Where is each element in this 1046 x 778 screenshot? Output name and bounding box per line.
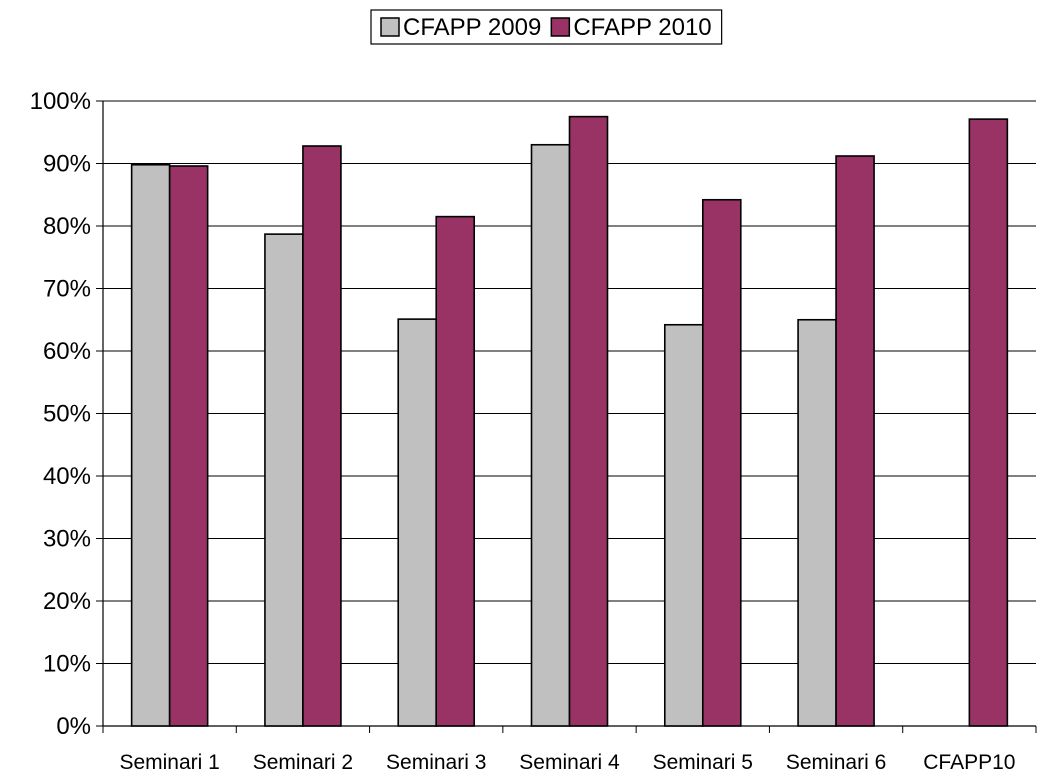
bar-cfapp-2009-seminari-3 (397, 318, 438, 727)
y-tick-label: 70% (43, 276, 91, 303)
y-tick-label: 90% (43, 151, 91, 178)
x-category-label: Seminari 1 (119, 751, 219, 774)
x-category-label: Seminari 4 (519, 751, 620, 774)
x-category-label: Seminari 2 (253, 751, 353, 774)
x-axis-category-labels: Seminari 1 Seminari 2 Seminari 3 Seminari 4… (119, 751, 1015, 774)
bar-cfapp-2009-seminari-4 (530, 143, 571, 727)
y-tick-label: 40% (43, 463, 91, 490)
legend: CFAPP 2009 CFAPP 2010 (370, 9, 723, 45)
bar-cfapp-2010-seminari-1 (168, 165, 209, 727)
y-tick-label: 60% (43, 338, 91, 365)
bars (130, 115, 1009, 727)
y-tick-label: 100% (30, 88, 91, 115)
bar-cfapp-2010-seminari-5 (701, 198, 742, 727)
legend-label: CFAPP 2009 (403, 14, 541, 41)
y-tick-label: 80% (43, 213, 91, 240)
legend-label: CFAPP 2010 (573, 14, 711, 41)
x-category-label: Seminari 5 (653, 751, 753, 774)
bar-cfapp-2010-seminari-4 (568, 115, 609, 727)
x-category-label: Seminari 6 (786, 751, 886, 774)
legend-box (370, 9, 723, 45)
y-tick-label: 30% (43, 526, 91, 553)
bar-cfapp-2010-seminari-2 (302, 145, 342, 727)
bar-cfapp-2010-seminari-3 (435, 215, 476, 727)
bar-cfapp-2009-seminari-5 (663, 323, 704, 727)
y-axis-tick-labels: 0% 10% 20% 30% 40% 50% 60% 70% 80% 90% 100% (30, 88, 91, 740)
bar-cfapp-2009-seminari-6 (797, 318, 837, 727)
x-category-label: CFAPP10 (923, 751, 1015, 774)
legend-swatch (380, 17, 400, 37)
y-tick-label: 0% (56, 713, 91, 740)
bar-cfapp-2009-seminari-2 (264, 233, 304, 727)
bar-cfapp-2009-seminari-1 (130, 163, 171, 727)
y-tick-label: 50% (43, 401, 91, 428)
bar-cfapp-2010-cfapp10 (968, 118, 1009, 727)
x-category-label: Seminari 3 (386, 751, 486, 774)
y-tick-label: 20% (43, 588, 91, 615)
bar-cfapp-2010-seminari-6 (835, 155, 875, 727)
legend-swatch (550, 17, 571, 37)
y-tick-label: 10% (43, 651, 91, 678)
